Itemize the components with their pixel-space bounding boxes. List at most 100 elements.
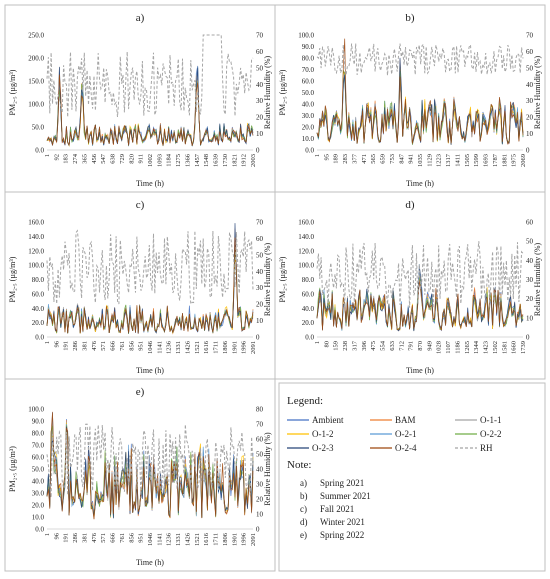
series-line-o-2-4: [316, 38, 524, 145]
y-right-tick-label: 40: [256, 268, 264, 276]
y-right-tick-label: 0: [256, 526, 260, 534]
x-tick-label: 1739: [520, 341, 527, 354]
x-tick-label: 1901: [231, 341, 238, 354]
y-left-tick-label: 70.0: [302, 66, 315, 74]
panel-label: b): [405, 12, 415, 24]
y-left-tick-label: 100.0: [298, 262, 314, 270]
y-left-tick-label: 50.0: [32, 466, 45, 474]
x-axis-label: Time (h): [136, 558, 164, 567]
y-left-tick-label: 80.0: [32, 430, 45, 438]
note-title: Note:: [287, 459, 311, 471]
y-left-tick-label: 10.0: [32, 514, 45, 522]
x-tick-label: 820: [128, 154, 135, 164]
x-tick-label: 1275: [175, 154, 182, 167]
panel-label: e): [136, 386, 145, 398]
x-tick-label: 2069: [520, 154, 527, 167]
x-tick-label: 317: [351, 340, 358, 351]
x-tick-label: 396: [361, 340, 368, 351]
y-left-tick-label: 90.0: [32, 418, 45, 426]
note-letter: c): [300, 504, 307, 514]
x-tick-label: 456: [91, 153, 98, 164]
series-line-rh: [46, 229, 254, 306]
y-left-tick-label: 60.0: [302, 78, 315, 86]
legend-entry-rh: RH: [455, 443, 493, 453]
y-left-tick-label: 50.0: [302, 89, 315, 97]
y-left-tick-label: 80.0: [32, 276, 45, 284]
x-tick-label: 1: [44, 154, 51, 157]
x-tick-label: 547: [100, 153, 107, 164]
x-tick-label: 1141: [156, 341, 163, 354]
x-tick-label: 1881: [501, 154, 508, 167]
x-tick-label: 949: [426, 341, 433, 351]
y-left-axis-label: PM₂.₅ (µg/m³): [8, 446, 17, 492]
legend-entry-o-2-4: O-2-4: [370, 443, 417, 453]
x-tick-label: 554: [380, 340, 387, 351]
y-left-tick-label: 40.0: [302, 101, 315, 109]
x-tick-label: 286: [72, 340, 79, 351]
x-tick-label: 1996: [241, 532, 248, 546]
y-left-axis-label: PM₂.₅ (µg/m³): [278, 69, 287, 115]
x-tick-label: 1996: [241, 340, 248, 354]
x-tick-label: 1806: [222, 532, 229, 546]
y-left-tick-label: 160.0: [28, 219, 44, 227]
x-tick-label: 1730: [222, 154, 229, 167]
x-tick-label: 1639: [213, 154, 220, 167]
x-tick-label: 95: [323, 154, 330, 161]
x-tick-label: 92: [53, 154, 60, 161]
y-left-tick-label: 0.0: [305, 147, 314, 155]
y-left-tick-label: 250.0: [28, 32, 44, 40]
y-right-tick-label: 70: [526, 32, 534, 40]
x-tick-label: 1806: [222, 340, 229, 354]
x-tick-label: 1711: [213, 341, 220, 354]
note-entry: e) Spring 2022: [300, 530, 364, 540]
x-tick-label: 856: [128, 340, 135, 351]
y-left-tick-label: 20.0: [302, 124, 315, 132]
x-tick-label: 571: [100, 533, 107, 543]
panel-a: a) 0.0 50.0 100.0 150.0 200.0 250.0 0 10 20 30 40 50…: [4, 4, 276, 193]
y-left-tick-label: 120.0: [298, 247, 314, 255]
x-tick-label: 941: [408, 154, 415, 164]
x-tick-label: 365: [81, 154, 88, 164]
x-tick-label: 1901: [231, 533, 238, 546]
x-tick-label: 565: [370, 154, 377, 164]
x-tick-label: 1331: [175, 533, 182, 546]
x-tick-label: 1186: [454, 340, 461, 354]
series-line-o-2-4: [46, 412, 254, 520]
x-tick-label: 381: [81, 533, 88, 543]
y-right-tick-label: 0: [526, 147, 530, 155]
y-right-tick-label: 10: [256, 130, 264, 138]
series-line-o-2-4: [316, 280, 524, 332]
note-entry: a) Spring 2021: [300, 478, 364, 488]
x-tick-label: 1035: [417, 154, 424, 167]
legend-label: Ambient: [312, 415, 344, 425]
x-tick-label: 2003: [250, 154, 257, 167]
panel-label: c): [136, 199, 145, 211]
series-line-rh: [316, 43, 524, 76]
note-text: Spring 2022: [320, 530, 364, 540]
x-tick-label: 753: [389, 154, 396, 164]
x-tick-label: 1046: [147, 532, 154, 546]
legend-entry-o-2-3: O-2-3: [287, 443, 334, 453]
x-tick-label: 847: [398, 153, 405, 164]
x-tick-label: 761: [119, 533, 126, 543]
x-tick-label: 1366: [184, 153, 191, 167]
legend-label: O-1-1: [480, 415, 502, 425]
x-tick-label: 191: [63, 533, 70, 543]
y-right-tick-label: 30: [256, 97, 264, 105]
y-right-tick-label: 30: [256, 481, 264, 489]
x-tick-label: 1331: [175, 341, 182, 354]
y-right-tick-label: 40: [256, 466, 264, 474]
y-right-tick-label: 60: [256, 48, 264, 56]
y-right-tick-label: 20: [526, 295, 534, 303]
note-entry: c) Fall 2021: [300, 504, 354, 514]
y-right-tick-label: 20: [526, 114, 534, 122]
y-right-tick-label: 40: [526, 81, 534, 89]
y-left-tick-label: 60.0: [32, 290, 45, 298]
y-right-axis-label: Relative Humidity (%): [533, 243, 542, 317]
x-tick-label: 1129: [426, 154, 433, 167]
x-tick-label: 1616: [203, 532, 210, 546]
y-left-tick-label: 0.0: [305, 334, 314, 342]
y-right-tick-label: 20: [256, 496, 264, 504]
x-tick-label: 1317: [445, 153, 452, 167]
y-left-tick-label: 80.0: [302, 55, 315, 63]
